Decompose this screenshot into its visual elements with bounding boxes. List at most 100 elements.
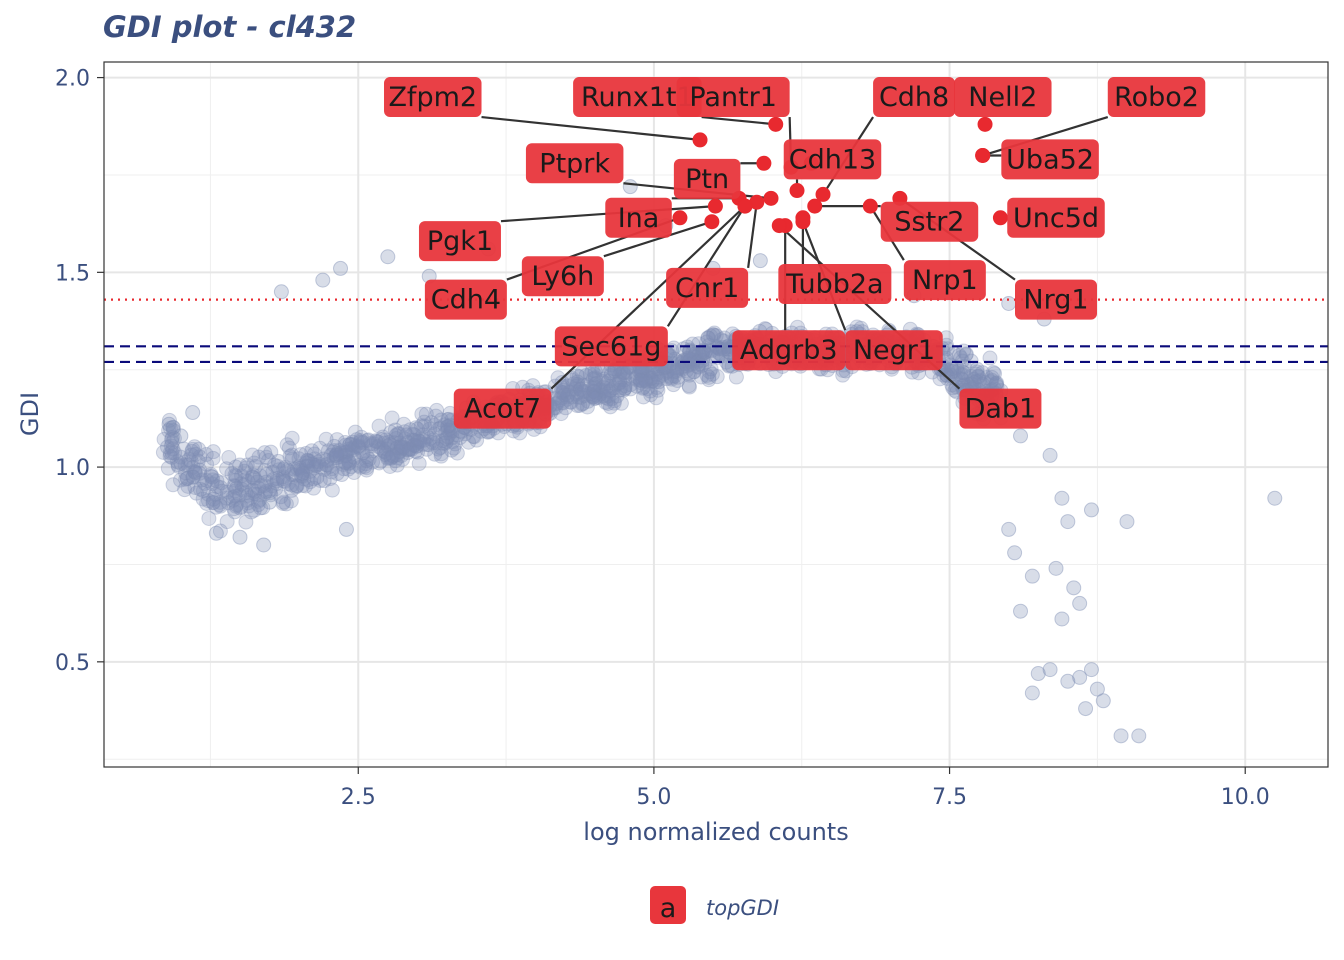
gene-point	[287, 467, 303, 483]
gene-point	[588, 385, 604, 401]
gene-point	[433, 448, 449, 464]
gene-point	[159, 439, 175, 455]
gene-point	[572, 381, 588, 397]
background-gene-points	[155, 179, 1283, 744]
gene-point	[575, 377, 591, 393]
legend-key	[650, 886, 686, 924]
gene-point	[333, 260, 349, 276]
gene-label: Unc5d	[1013, 203, 1099, 234]
gene-point	[359, 449, 375, 465]
gene-point	[554, 395, 570, 411]
gene-point	[629, 369, 645, 385]
gene-point	[425, 432, 441, 448]
gene-point	[680, 365, 696, 381]
gene-point	[710, 340, 726, 356]
gene-point	[187, 465, 203, 481]
gene-point	[415, 436, 431, 452]
gene-point	[654, 367, 670, 383]
gene-point	[956, 343, 972, 359]
gene-point	[399, 441, 415, 457]
gene-point	[341, 453, 357, 469]
gene-point	[173, 449, 189, 465]
gene-point	[359, 433, 375, 449]
gene-label-box	[673, 158, 741, 199]
gene-point	[200, 486, 216, 502]
gene-point	[704, 366, 720, 382]
gene-point	[178, 471, 194, 487]
gene-point	[212, 523, 228, 539]
gene-label: Cdh4	[431, 285, 501, 316]
gene-point	[306, 457, 322, 473]
gene-point	[309, 469, 325, 485]
gene-point	[686, 364, 702, 380]
gene-point	[410, 432, 426, 448]
gene-point	[664, 371, 680, 387]
gene-point	[259, 466, 275, 482]
gene-point	[958, 346, 974, 362]
gene-point	[1095, 693, 1111, 709]
gene-point	[288, 479, 304, 495]
gene-point	[586, 383, 602, 399]
gene-point	[650, 369, 666, 385]
gene-point	[595, 374, 611, 390]
gene-point	[438, 434, 454, 450]
gene-point	[185, 469, 201, 485]
top-gdi-point	[763, 190, 779, 206]
gene-point	[554, 375, 570, 391]
gene-point	[444, 423, 460, 439]
gene-point	[445, 434, 461, 450]
gene-point	[416, 414, 432, 430]
gene-point	[682, 344, 698, 360]
gene-point	[199, 456, 215, 472]
gene-point	[375, 429, 391, 445]
gene-point	[600, 373, 616, 389]
gene-point	[686, 364, 702, 380]
gene-point	[172, 472, 188, 488]
gene-point	[670, 373, 686, 389]
gene-point	[378, 441, 394, 457]
y-tick-label: 1.0	[55, 456, 90, 481]
gene-point	[270, 458, 286, 474]
gene-point	[224, 466, 240, 482]
legend-label: topGDI	[706, 896, 779, 920]
gene-point	[1024, 568, 1040, 584]
gene-point	[647, 374, 663, 390]
y-tick-label: 0.5	[55, 651, 90, 676]
gene-point	[408, 438, 424, 454]
gene-point	[319, 457, 335, 473]
gene-point	[201, 510, 217, 526]
gene-point	[346, 449, 362, 465]
gene-point	[192, 449, 208, 465]
gene-point	[228, 459, 244, 475]
gene-point	[674, 360, 690, 376]
gene-label-box	[954, 77, 1052, 118]
gene-point	[697, 344, 713, 360]
gene-point	[300, 453, 316, 469]
gene-point	[262, 494, 278, 510]
gene-point	[227, 504, 243, 520]
gene-label: Ptn	[685, 164, 729, 195]
gene-point	[254, 478, 270, 494]
gene-point	[649, 379, 665, 395]
gene-point	[393, 440, 409, 456]
gene-point	[284, 477, 300, 493]
gene-point	[192, 465, 208, 481]
gene-point	[190, 453, 206, 469]
gene-point	[244, 469, 260, 485]
gene-point	[946, 345, 962, 361]
gene-point	[353, 433, 369, 449]
gene-point	[232, 500, 248, 516]
gene-point	[1054, 490, 1070, 506]
gene-point	[195, 491, 211, 507]
top-gdi-point	[977, 116, 993, 132]
gene-point	[637, 371, 653, 387]
gene-label-box	[424, 279, 507, 320]
gene-point	[681, 378, 697, 394]
gene-point	[602, 399, 618, 415]
gene-point	[383, 424, 399, 440]
gene-point	[358, 453, 374, 469]
gene-point	[321, 459, 337, 475]
chart-title: GDI plot - cl432	[103, 10, 356, 44]
gene-point	[366, 436, 382, 452]
gene-point	[265, 471, 281, 487]
